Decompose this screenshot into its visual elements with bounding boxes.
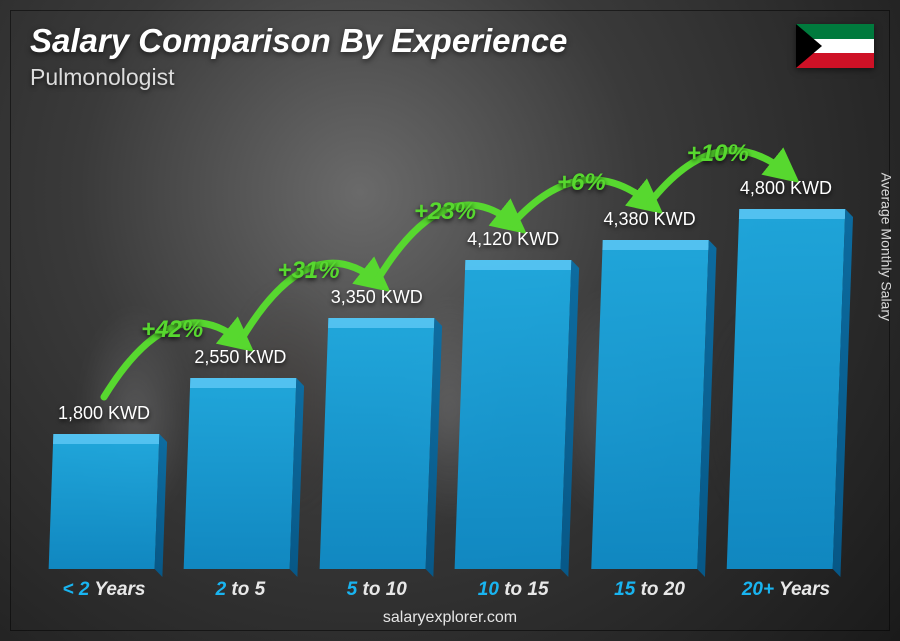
bar-slot: 4,380 KWD [590, 209, 710, 569]
bar-slot: 2,550 KWD [180, 347, 300, 569]
x-axis-label: 5 to 10 [317, 579, 437, 601]
chart-subtitle: Pulmonologist [30, 64, 870, 91]
bar [184, 378, 297, 569]
x-axis-label: 15 to 20 [590, 579, 710, 601]
footer-attribution: salaryexplorer.com [0, 609, 900, 627]
chart-title: Salary Comparison By Experience [30, 22, 870, 60]
bar [49, 434, 160, 569]
x-axis-label: < 2 Years [44, 579, 164, 601]
bar-value-label: 4,120 KWD [467, 229, 559, 250]
bar [591, 240, 708, 569]
header: Salary Comparison By Experience Pulmonol… [30, 22, 870, 91]
bars-container: 1,800 KWD 2,550 KWD 3,350 KWD 4,120 KWD 4,38… [44, 140, 846, 569]
bar-value-label: 2,550 KWD [194, 347, 286, 368]
bar [455, 260, 572, 569]
bar-slot: 1,800 KWD [44, 403, 164, 569]
bar-slot: 3,350 KWD [317, 287, 437, 569]
flag-kuwait [796, 24, 874, 68]
bar [727, 209, 846, 569]
x-axis-label: 10 to 15 [453, 579, 573, 601]
bar [319, 318, 434, 569]
x-axis-label: 20+ Years [726, 579, 846, 601]
bar-value-label: 4,800 KWD [740, 178, 832, 199]
bar-chart: 1,800 KWD 2,550 KWD 3,350 KWD 4,120 KWD 4,38… [44, 140, 846, 569]
bar-value-label: 1,800 KWD [58, 403, 150, 424]
bar-slot: 4,120 KWD [453, 229, 573, 569]
x-axis-label: 2 to 5 [180, 579, 300, 601]
flag-hoist [796, 24, 822, 68]
x-axis-labels: < 2 Years 2 to 5 5 to 10 10 to 15 15 to 20 20… [44, 579, 846, 601]
bar-value-label: 4,380 KWD [604, 209, 696, 230]
y-axis-label: Average Monthly Salary [878, 172, 894, 320]
bar-value-label: 3,350 KWD [331, 287, 423, 308]
bar-slot: 4,800 KWD [726, 178, 846, 569]
